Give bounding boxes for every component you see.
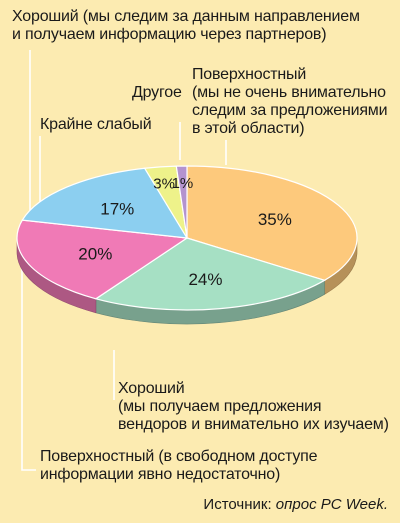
label-superficial-attention-line-4: в этой области) [192, 120, 305, 137]
source-name: опрос PC Week. [275, 496, 388, 513]
value-label-0: 35% [258, 210, 292, 229]
value-label-1: 24% [188, 270, 222, 289]
label-good-partners-line-1: Хороший (мы следим за данным направление… [12, 8, 360, 25]
label-good-vendors-line-2: (мы получаем предложения [118, 398, 322, 415]
label-superficial-attention-line-2: (мы не очень внимательно [192, 84, 386, 101]
pie-slice-2 [16, 219, 189, 300]
source-prefix: Источник: [203, 496, 272, 513]
label-good-vendors-line-1: Хороший [118, 380, 185, 397]
value-label-5: 1% [172, 175, 194, 192]
label-very-weak: Крайне слабый [40, 116, 152, 134]
label-superficial-attention: Поверхностный (мы не очень внимательно с… [192, 66, 388, 138]
label-superficial-info: Поверхностный (в свободном доступе инфор… [40, 448, 318, 484]
pie-slice-3 [21, 167, 189, 239]
label-superficial-info-line-1: Поверхностный (в свободном доступе [40, 448, 318, 465]
pie-slice-1 [94, 237, 327, 311]
label-other-line-1: Другое [132, 84, 182, 101]
leader-line-5 [21, 262, 36, 471]
label-good-partners-line-2: и получаем информацию через партнеров) [12, 26, 327, 43]
value-labels: 35% 24% 20% 17% 3%1% [78, 175, 292, 289]
pie-slices [16, 165, 358, 325]
value-label-3: 17% [100, 199, 134, 218]
leader-lines [21, 50, 227, 471]
label-good-vendors-line-3: вендоров и внимательно их изучаем) [118, 416, 389, 433]
label-superficial-attention-line-3: следим за предложениями [192, 102, 388, 119]
label-good-partners: Хороший (мы следим за данным направление… [12, 8, 360, 44]
label-superficial-info-line-2: информации явно недостаточно) [40, 466, 281, 483]
pie-slice-0 [186, 165, 358, 281]
source-note: Источник: опрос PC Week. [203, 496, 388, 513]
pie-slice-5 [175, 165, 188, 239]
label-good-vendors: Хороший (мы получаем предложения вендоро… [118, 380, 389, 434]
label-superficial-attention-line-1: Поверхностный [192, 66, 307, 83]
value-label-4: 3% [153, 176, 175, 193]
label-other: Другое [132, 84, 182, 102]
value-label-2: 20% [78, 244, 112, 263]
label-very-weak-line-1: Крайне слабый [40, 116, 152, 133]
